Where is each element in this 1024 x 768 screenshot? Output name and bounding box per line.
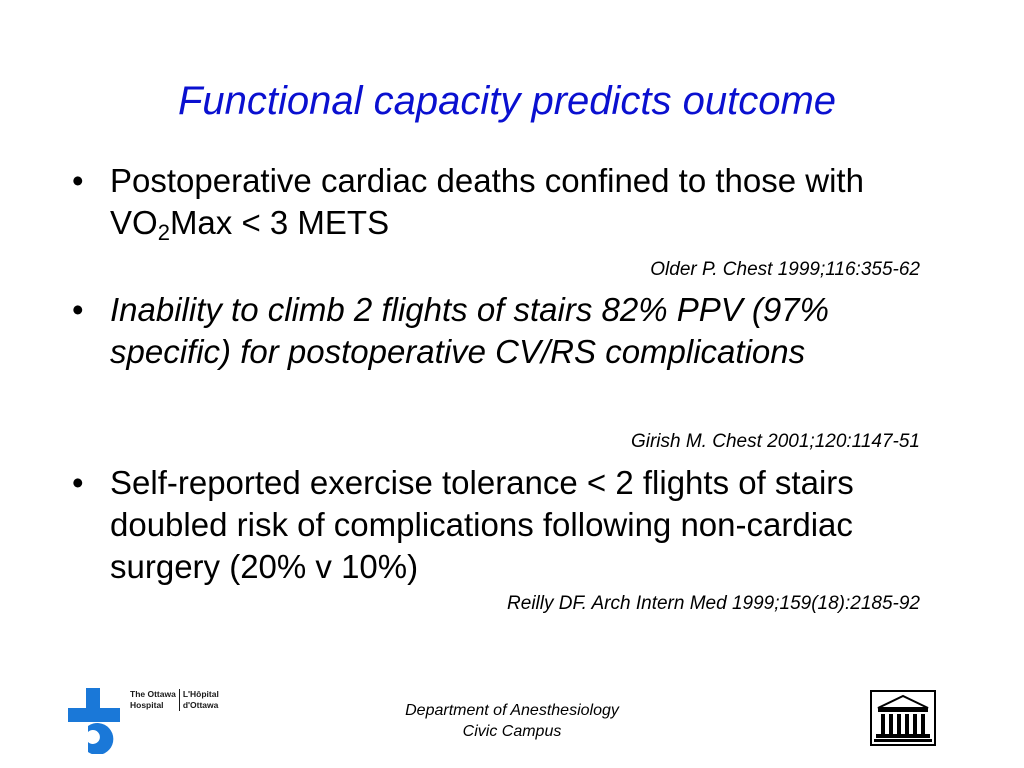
footer-department: Department of Anesthesiology Civic Campu… (405, 702, 619, 740)
reference-1: Older P. Chest 1999;116:355-62 (650, 259, 920, 280)
civic-building-icon (870, 690, 936, 746)
bullet-3: • Self-reported exercise tolerance < 2 f… (72, 462, 912, 588)
bullet-2: • Inability to climb 2 flights of stairs… (72, 289, 912, 373)
bullet-marker: • (72, 291, 84, 328)
reference-2: Girish M. Chest 2001;120:1147-51 (630, 431, 920, 452)
hospital-logo-text: The Ottawa HospitalL'Hôpital d'Ottawa (130, 689, 219, 711)
slide-title: Functional capacity predicts outcome (177, 79, 837, 123)
bullet-marker: • (72, 162, 84, 199)
ottawa-hospital-logo-icon (68, 688, 120, 754)
bullet-1-text: Postoperative cardiac deaths confined to… (110, 162, 864, 245)
bullet-1: • Postoperative cardiac deaths confined … (72, 160, 912, 244)
bullet-marker: • (72, 464, 84, 501)
reference-3: Reilly DF. Arch Intern Med 1999;159(18):… (507, 593, 920, 614)
bullet-3-text: Self-reported exercise tolerance < 2 fli… (110, 464, 854, 585)
bullet-2-text: Inability to climb 2 flights of stairs 8… (110, 291, 829, 370)
